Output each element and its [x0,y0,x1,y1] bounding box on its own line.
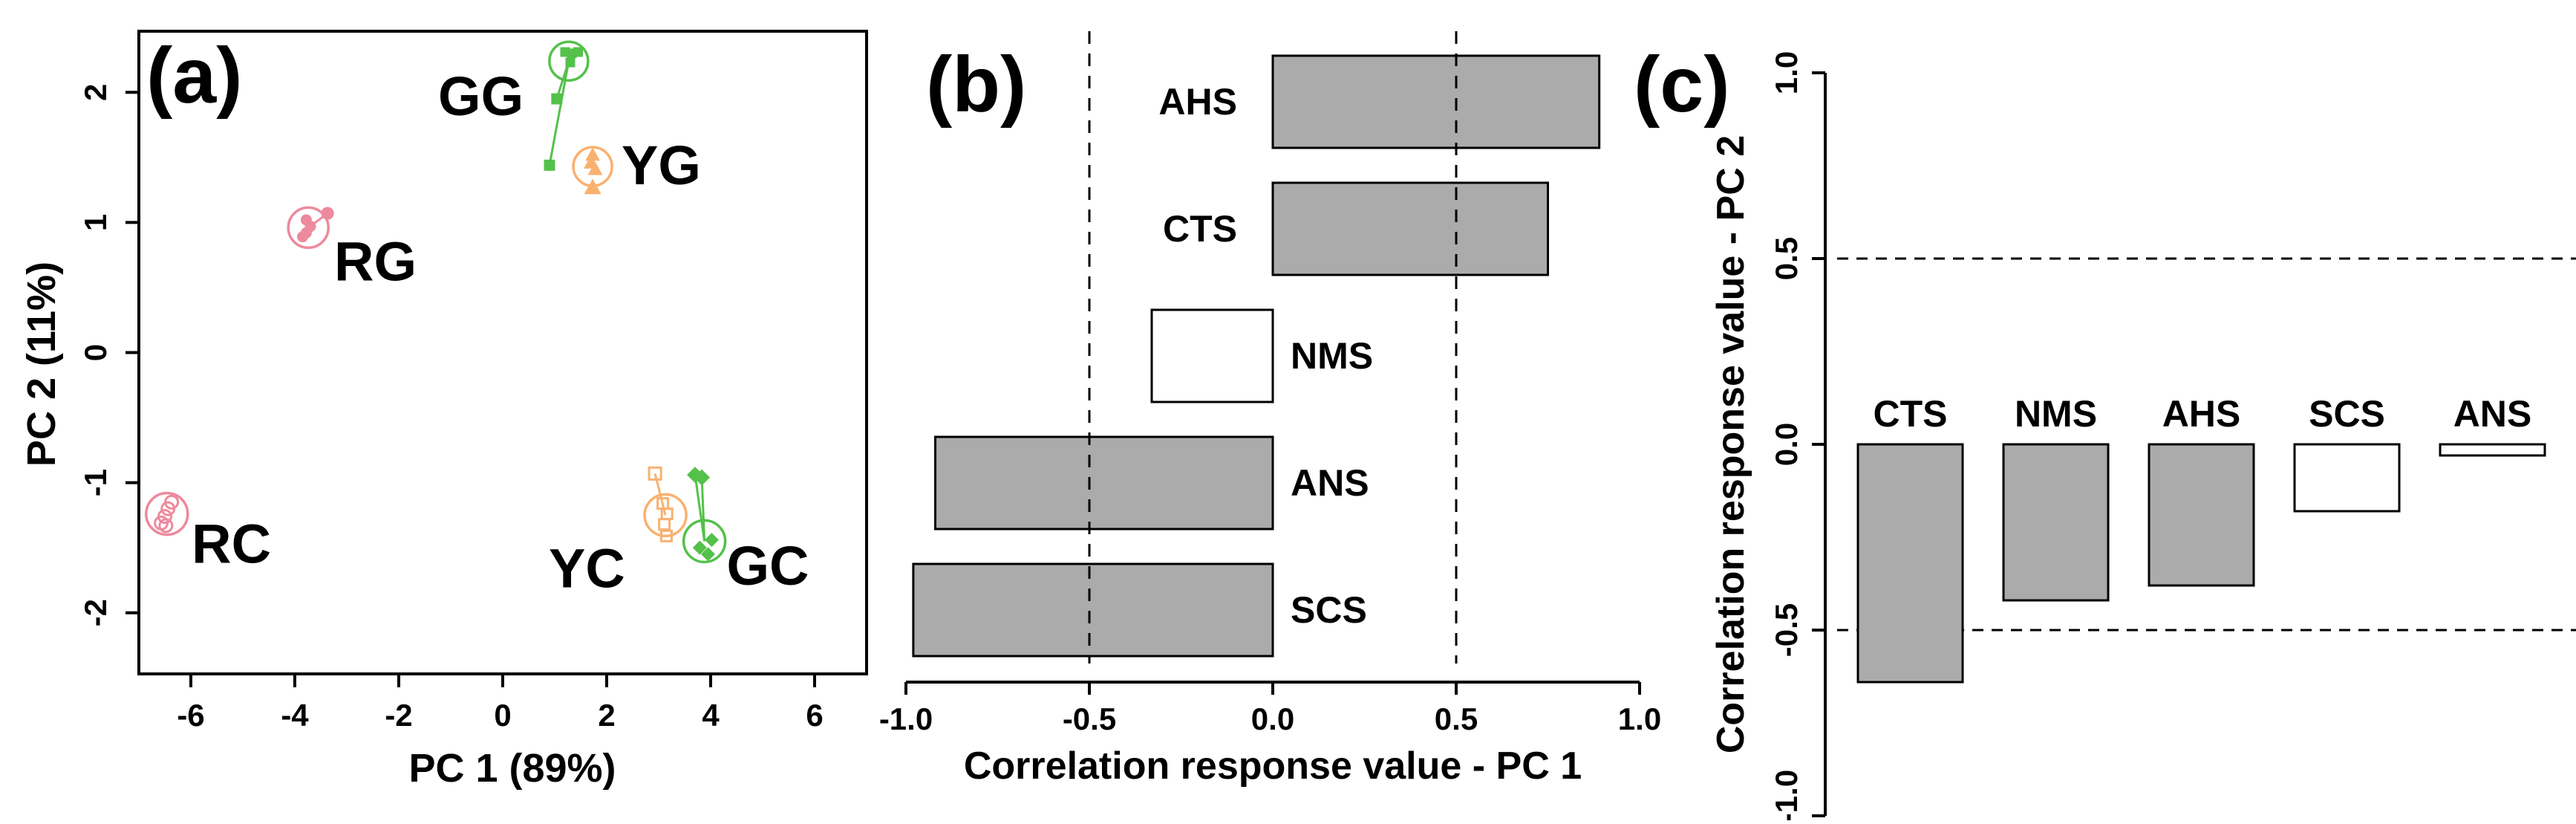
cluster-ellipse [643,493,688,538]
y-axis-tick-label: 0.0 [1769,423,1804,466]
plot-border [137,30,868,675]
marker-square-filled [544,159,555,171]
y-axis-tick-label: 1.0 [1769,51,1804,94]
bar-scs [912,562,1274,658]
cluster-gg: GG [438,40,590,171]
marker-diamond-filled [701,547,715,562]
x-axis-tick-label: 0 [494,698,511,733]
cluster-ellipse [548,40,590,82]
bar-label-cts: CTS [1163,208,1237,250]
cluster-yc: YC [549,466,688,600]
cluster-label-yg: YG [622,134,701,196]
bar-label-ans: ANS [2453,393,2532,435]
marker-circle-filled [300,227,312,239]
x-axis-title: PC 1 (89%) [408,746,616,791]
bar-ans [934,435,1274,531]
cluster-label-yc: YC [549,538,625,600]
x-axis-tick-label: 4 [702,698,720,733]
bar-ahs [1271,54,1601,149]
cluster-label-rc: RC [192,513,271,574]
y-axis-tick-label: 0 [78,344,113,361]
marker-diamond-filled [692,540,707,555]
x-axis-tick-label: 1.0 [1618,701,1661,736]
bar-label-ahs: AHS [1158,81,1237,123]
bar-label-scs: SCS [1291,589,1367,631]
panel-b-horizontal-bars: AHS CTS NMS ANS SCS -1.0 -0.5 0.0 0.5 1.0 Correlat… [879,31,1661,788]
x-axis-tick-label: -4 [281,698,309,733]
x-axis-title: Correlation response value - PC 1 [964,744,1582,788]
x-axis-tick-label: 0.0 [1251,701,1294,736]
cluster-rc: RC [145,491,271,574]
y-axis-tick-label: 1 [78,214,113,231]
panel-letter-b: (b) [926,41,1026,129]
marker-circle-open [157,509,172,525]
panel-letter-c: (c) [1634,41,1730,129]
marker-square-filled [573,47,583,57]
bar-nms [2002,443,2110,602]
marker-diamond-filled [704,533,719,548]
panel-c-vertical-bars: -1.0 -0.5 0.0 0.5 1.0 CTS NMS AHS SCS ANS Correlat… [1634,41,2576,823]
y-axis-title: PC 2 (11%) [19,262,64,467]
y-axis-tick-label: 0.5 [1769,237,1804,280]
marker-square-open [658,518,671,531]
y-axis-title: Correlation response value - PC 2 [1709,135,1752,753]
panel-a-pca-scatter: -6 -4 -2 0 2 4 6 -2 -1 0 1 2 PC 1 (89%) PC 2 (11%) (a)… [19,30,868,791]
x-axis-tick-label: -6 [177,698,204,733]
y-axis-tick-label: -0.5 [1769,603,1804,657]
bar-label-nms: NMS [1291,335,1373,377]
marker-triangle-filled [584,178,601,195]
cluster-ellipse [145,491,189,536]
cluster-gc: GC [682,467,809,597]
x-axis-tick-label: -1.0 [879,701,933,736]
cluster-ellipse [287,206,330,250]
cluster-label-rg: RG [334,230,417,292]
cluster-ellipse [682,519,727,564]
x-axis-tick-label: 6 [806,698,823,733]
cluster-link-line [700,477,706,542]
marker-square-filled [565,57,575,68]
bar-label-scs: SCS [2309,393,2385,435]
bar-cts [1271,181,1549,276]
cluster-label-gc: GC [727,535,809,597]
cluster-yg: YG [572,134,701,196]
y-axis-tick-label: -2 [78,599,113,626]
x-axis-tick-label: 2 [598,698,615,733]
marker-circle-filled [321,207,334,220]
cluster-label-gg: GG [438,65,524,127]
bar-cts [1856,443,1964,684]
marker-triangle-filled [587,161,603,175]
x-axis-tick-label: -2 [385,698,412,733]
bar-label-cts: CTS [1874,393,1948,435]
marker-diamond-filled [694,469,711,486]
bar-label-ans: ANS [1291,462,1369,504]
x-axis-tick-label: 0.5 [1435,701,1478,736]
bar-ahs [2148,443,2255,587]
y-axis-tick-label: -1 [78,469,113,496]
bar-scs [2293,443,2401,513]
marker-square-filled [551,93,563,105]
bar-label-ahs: AHS [2162,393,2241,435]
y-axis-tick-label: -1.0 [1769,770,1804,820]
cluster-rg: RG [287,206,417,292]
marker-triangle-filled [585,147,601,161]
panel-letter-a: (a) [146,32,243,120]
cluster-link-line [548,61,570,166]
bar-nms [1150,308,1274,403]
marker-circle-open [164,494,180,510]
y-axis-tick-label: 2 [78,84,113,101]
marker-square-open [660,529,673,542]
x-axis-tick-label: -0.5 [1063,701,1116,736]
bar-label-nms: NMS [2015,393,2097,435]
marker-square-open [648,466,662,481]
marker-circle-open [158,518,174,533]
bar-ans [2439,443,2546,457]
